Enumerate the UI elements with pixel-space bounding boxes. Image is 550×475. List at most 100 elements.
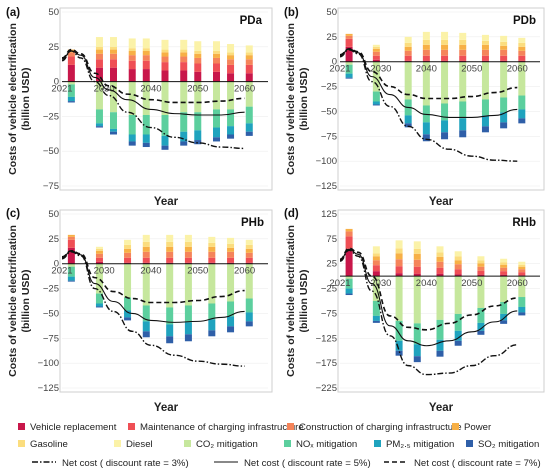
panel-b: (b) PDb Costs of vehicle electrification… [284,7,545,208]
bar-segment [227,59,235,65]
bar-segment [166,324,174,337]
bar-segment [500,45,508,50]
y-tick-label: −50 [43,308,59,319]
bar-segment [372,104,380,106]
bar-segment [227,301,235,317]
bar-segment [518,109,526,119]
bar-segment [110,53,117,60]
legend-label: Power [464,422,492,433]
legend: Vehicle replacement Maintenance of charg… [18,422,541,469]
bar-segment [413,323,421,345]
bar-segment [395,259,403,267]
panel-label: (d) [284,208,299,220]
bar-segment [413,273,421,277]
bar-segment [500,49,508,56]
legend-label: Vehicle replacement [30,422,117,433]
bar-segment [227,134,235,139]
bar-segment [213,137,220,142]
bar-segment [95,261,103,264]
bar-stack [180,39,188,146]
y-tick-label: 50 [48,7,59,18]
bar-segment [95,37,103,47]
bar-segment [481,49,489,56]
legend-swatch [466,440,473,447]
bar-segment [142,241,150,247]
bar-segment [110,67,117,82]
bar-segment [500,61,508,98]
bar-segment [345,248,353,277]
bar-segment [194,53,202,58]
x-tick-label: 2060 [507,64,528,75]
bar-segment [518,264,526,267]
bar-segment [459,49,467,56]
bar-stack [500,35,508,129]
net-cost-line-rate5 [61,50,245,116]
bar-segment [372,51,380,56]
bar-segment [245,52,253,56]
bar-segment [500,41,508,46]
y-tick-label: 50 [48,209,59,220]
y-axis-label: Costs of vehicle electrification (billio… [285,23,310,175]
panel-title: PDa [240,15,263,27]
x-tick-label: 2040 [140,84,161,95]
plot-frame [337,209,545,393]
bar-segment [436,246,444,253]
net-cost-line-rate5 [339,248,518,347]
y-tick-label: −50 [321,106,337,117]
bar-stack [142,38,150,148]
net-cost-line-rate3 [61,50,245,150]
y-tick-label: −100 [316,156,337,167]
bar-segment [245,244,253,249]
bar-segment [477,270,485,275]
bar-segment [184,257,192,263]
bar-segment [67,239,75,248]
bar-segment [345,46,353,62]
bar-segment [67,64,75,82]
bar-segment [245,263,253,299]
bar-segment [95,53,103,60]
bar-segment [500,97,508,113]
bar-segment [500,55,508,61]
bar-segment [227,251,235,258]
bar-segment [184,263,192,306]
bar-segment [245,59,253,65]
bar-segment [345,278,353,289]
bar-segment [404,50,412,56]
bar-segment [67,56,75,65]
bar-segment [161,70,169,82]
bar-segment [227,81,235,110]
bar-segment [194,63,202,72]
bar-segment [95,253,103,258]
bar-segment [500,262,508,265]
bar-stack [481,34,489,133]
bar-segment [372,101,380,105]
y-tick-label: 125 [321,209,337,220]
bar-segment [208,257,216,263]
x-tick-label: 2030 [94,84,115,95]
bar-segment [477,266,485,271]
bar-segment [67,276,75,281]
bar-segment [459,32,467,40]
bar-stack [128,38,136,146]
legend-item-net-cost-3: Net cost ( discount rate = 3%) [32,458,189,469]
bar-segment [213,53,220,58]
bar-segment [372,256,380,261]
bar-segment [404,42,412,47]
bar-segment [142,246,150,252]
bar-segment [454,330,462,341]
bar-segment [477,260,485,264]
y-axis-label-line1: Costs of vehicle electrification [7,23,19,175]
bar-segment [404,55,412,61]
y-tick-label: 75 [326,234,337,245]
bar-segment [422,134,430,142]
bar-segment [128,69,136,82]
bar-segment [518,272,526,276]
bar-segment [110,49,117,54]
bar-segment [161,81,169,116]
legend-swatch [184,440,191,447]
bar-segment [161,115,169,136]
bar-stack [413,241,421,363]
bar-stack [227,237,235,333]
bar-segment [208,246,216,252]
bar-segment [95,46,103,50]
